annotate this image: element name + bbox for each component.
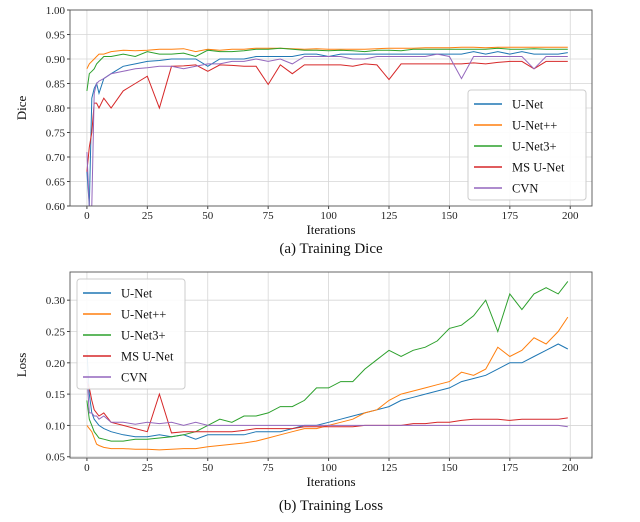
x-tick-label: 150 [441,462,458,474]
series-line-u-net [86,343,569,440]
x-tick-label: 125 [381,462,398,474]
legend-box [76,278,186,390]
series-line-u-net3- [86,281,569,442]
y-tick-label: 0.70 [46,152,66,164]
y-tick-label: 1.00 [46,5,66,17]
series-line-ms-u-net [86,381,568,434]
legend-label: CVN [121,371,147,385]
legend-label: U-Net [512,98,544,112]
chart-caption: (a) Training Dice [279,241,383,257]
y-tick-label: 0.15 [46,389,66,401]
x-tick-label: 100 [320,210,337,222]
y-tick-label: 0.95 [46,30,66,42]
y-tick-label: 0.90 [46,54,66,66]
series-line-cvn [86,53,568,206]
legend-box [467,89,587,201]
series-line-u-net [86,51,568,206]
x-axis-label: Iterations [306,474,355,489]
y-tick-label: 0.10 [46,420,66,432]
legend-label: U-Net++ [512,119,557,133]
legend: U-Net U-Net++ U-Net3+ MS U-Net CVN [76,278,186,390]
legend: U-Net U-Net++ U-Net3+ MS U-Net CVN [467,89,587,201]
x-tick-label: 200 [562,462,579,474]
x-tick-label: 25 [142,210,154,222]
x-tick-label: 50 [202,462,214,474]
legend-label: MS U-Net [121,350,174,364]
x-tick-label: 75 [263,210,275,222]
y-axis-label: Dice [14,96,29,121]
x-tick-label: 0 [84,462,90,474]
y-tick-label: 0.25 [46,326,66,338]
series-line-u-net- [86,46,568,70]
series-line-ms-u-net [86,60,568,172]
y-tick-label: 0.05 [46,452,66,464]
x-tick-label: 125 [381,210,398,222]
series-line-cvn [86,375,568,428]
legend-label: U-Net++ [121,308,166,322]
y-tick-label: 0.75 [46,128,66,140]
y-tick-label: 0.85 [46,79,66,91]
legend-label: CVN [512,182,538,196]
series-line-u-net3- [86,47,568,91]
x-tick-label: 75 [263,462,275,474]
y-tick-label: 0.20 [46,358,66,370]
legend-label: U-Net3+ [512,140,557,154]
plot-frame [69,9,593,207]
training-dice-chart: 0 25 50 75 100 125 150 175 200 0.60 0.65 0.70 0.75 0.… [14,5,593,257]
x-tick-label: 50 [202,210,214,222]
legend-label: U-Net [121,287,153,301]
x-tick-label: 100 [320,462,337,474]
series-line-u-net- [86,316,569,451]
y-tick-label: 0.80 [46,103,66,115]
training-loss-chart: 0 25 50 75 100 125 150 175 200 0.05 0.10 0.15 0.20 0.… [14,271,593,514]
x-tick-label: 200 [562,210,579,222]
y-axis-label: Loss [14,353,29,378]
x-tick-label: 150 [441,210,458,222]
x-tick-label: 175 [502,462,519,474]
y-tick-label: 0.60 [46,201,66,213]
y-tick-label: 0.65 [46,177,66,189]
plot-frame [69,271,593,459]
x-axis-label: Iterations [306,222,355,237]
chart-caption: (b) Training Loss [279,498,383,514]
x-tick-label: 25 [142,462,154,474]
y-tick-label: 0.30 [46,295,66,307]
legend-label: MS U-Net [512,161,565,175]
x-tick-label: 175 [502,210,519,222]
legend-label: U-Net3+ [121,329,166,343]
x-tick-label: 0 [84,210,90,222]
